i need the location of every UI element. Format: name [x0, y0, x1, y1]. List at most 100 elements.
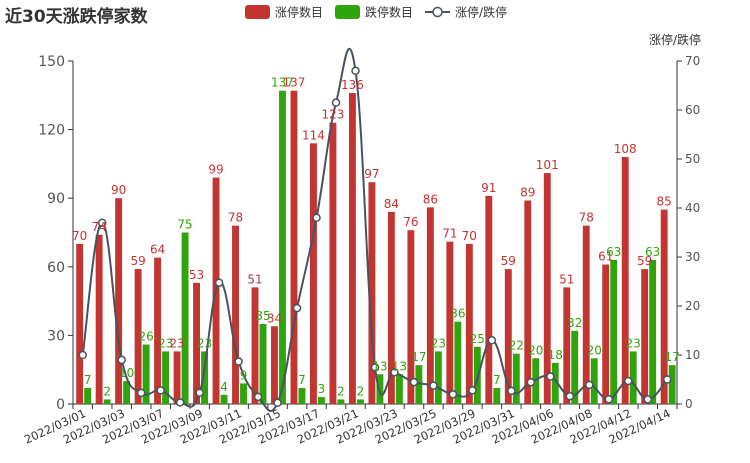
ratio-line-layer — [78, 47, 672, 412]
bar-down — [532, 358, 540, 404]
bar-down — [356, 399, 364, 404]
y-tick-label: 90 — [47, 191, 65, 207]
bar-down-value-label: 137 — [271, 76, 294, 90]
bar-up — [251, 287, 259, 404]
bar-down-value-label: 17 — [665, 350, 680, 364]
bar-down-value-label: 7 — [298, 373, 306, 387]
bar-down-value-label: 63 — [606, 245, 621, 259]
bar-up-value-label: 99 — [208, 163, 223, 177]
bar-down-value-label: 7 — [84, 373, 92, 387]
bar-down-value-label: 23 — [431, 336, 446, 350]
ratio-point — [312, 213, 321, 223]
ratio-point — [663, 375, 672, 384]
ratio-point — [390, 368, 399, 377]
bar-up-value-label: 59 — [501, 254, 516, 268]
bar-up — [368, 182, 376, 404]
bar-down — [590, 358, 598, 404]
bar-down — [220, 394, 228, 404]
y-tick-label: 150 — [38, 54, 65, 70]
y2-tick-label: 50 — [685, 152, 700, 166]
bar-down-value-label: 22 — [509, 339, 524, 353]
ratio-point — [214, 278, 224, 287]
bar-up — [173, 351, 181, 404]
bar-up-value-label: 90 — [111, 183, 126, 197]
bar-up — [310, 143, 317, 404]
y2-tick-label: 40 — [685, 201, 700, 215]
ratio-point — [468, 386, 477, 395]
y2-tick-label: 30 — [685, 250, 700, 264]
bar-down — [123, 381, 131, 404]
bar-down-value-label: 2 — [103, 384, 111, 398]
bar-down-value-label: 75 — [177, 218, 192, 232]
ratio-point — [273, 398, 282, 408]
bar-up-value-label: 89 — [520, 185, 535, 199]
bar-down — [376, 374, 384, 404]
legend-label-down[interactable]: 跌停数目 — [365, 5, 413, 20]
bar-up-value-label: 101 — [536, 158, 559, 172]
bar-up-value-label: 76 — [403, 215, 418, 229]
bar-down — [551, 362, 559, 404]
bar-up-value-label: 85 — [657, 195, 672, 209]
ratio-point — [331, 98, 341, 107]
legend-swatch-ratio-marker[interactable] — [432, 6, 443, 18]
y-tick-label: 60 — [47, 260, 65, 276]
bar-down-value-label: 36 — [450, 307, 465, 321]
bar-up — [115, 198, 123, 404]
bar-up-value-label: 108 — [614, 142, 637, 156]
bar-up-value-label: 137 — [283, 76, 306, 90]
y2-tick-label: 20 — [685, 299, 700, 313]
bar-down-value-label: 9 — [240, 368, 248, 382]
bar-down-value-label: 4 — [220, 380, 228, 394]
legend-swatch-up[interactable] — [245, 5, 270, 19]
legend-label-up[interactable]: 涨停数目 — [275, 5, 323, 20]
legend[interactable]: 涨停数目 跌停数目 涨停/跌停 — [245, 5, 507, 20]
bar-down-value-label: 63 — [645, 245, 660, 259]
bar-up — [76, 243, 84, 404]
ratio-point — [156, 386, 165, 395]
bar-up — [134, 269, 142, 404]
bar-up — [95, 234, 103, 404]
y2-tick-label: 60 — [685, 103, 700, 117]
bar-down — [142, 344, 150, 404]
ratio-point — [643, 395, 653, 404]
bar-down-value-label: 20 — [528, 343, 543, 357]
bar-up — [602, 264, 610, 404]
legend-swatch-down[interactable] — [335, 5, 360, 19]
bar-down — [240, 383, 247, 404]
ratio-point — [175, 398, 185, 407]
bar-up — [465, 243, 473, 404]
ratio-point — [136, 388, 146, 398]
bar-up-value-label: 34 — [267, 311, 282, 325]
bar-up-value-label: 91 — [481, 181, 496, 195]
bar-down-value-label: 35 — [255, 309, 270, 323]
bar-down — [279, 90, 286, 404]
bar-up-value-label: 97 — [364, 167, 379, 181]
bar-down-value-label: 13 — [372, 359, 387, 373]
ratio-point — [409, 377, 419, 387]
ratio-point — [234, 357, 243, 366]
ratio-point — [253, 392, 263, 402]
ratio-point — [585, 380, 594, 390]
y-tick-label: 120 — [38, 123, 65, 139]
bar-down-value-label: 32 — [567, 316, 582, 330]
bar-down — [512, 353, 520, 404]
bar-up-value-label: 86 — [423, 192, 438, 206]
bar-down — [434, 351, 442, 404]
legend-label-ratio[interactable]: 涨停/跌停 — [455, 5, 507, 20]
bar-down-value-label: 17 — [411, 350, 426, 364]
bar-up-value-label: 51 — [559, 272, 574, 286]
ratio-point — [565, 391, 575, 401]
ratio-point — [546, 372, 555, 381]
bar-up — [271, 326, 278, 404]
bar-up-value-label: 71 — [442, 227, 457, 241]
bar-down — [415, 365, 423, 404]
bar-up-value-label: 59 — [637, 254, 652, 268]
bar-up-value-label: 70 — [462, 229, 477, 243]
bar-up — [329, 122, 337, 405]
bar-down-value-label: 25 — [470, 332, 485, 346]
y2-tick-label: 70 — [685, 54, 700, 68]
bar-down-value-label: 23 — [158, 336, 173, 350]
ratio-point — [78, 350, 87, 360]
bar-up-value-label: 78 — [228, 211, 243, 225]
